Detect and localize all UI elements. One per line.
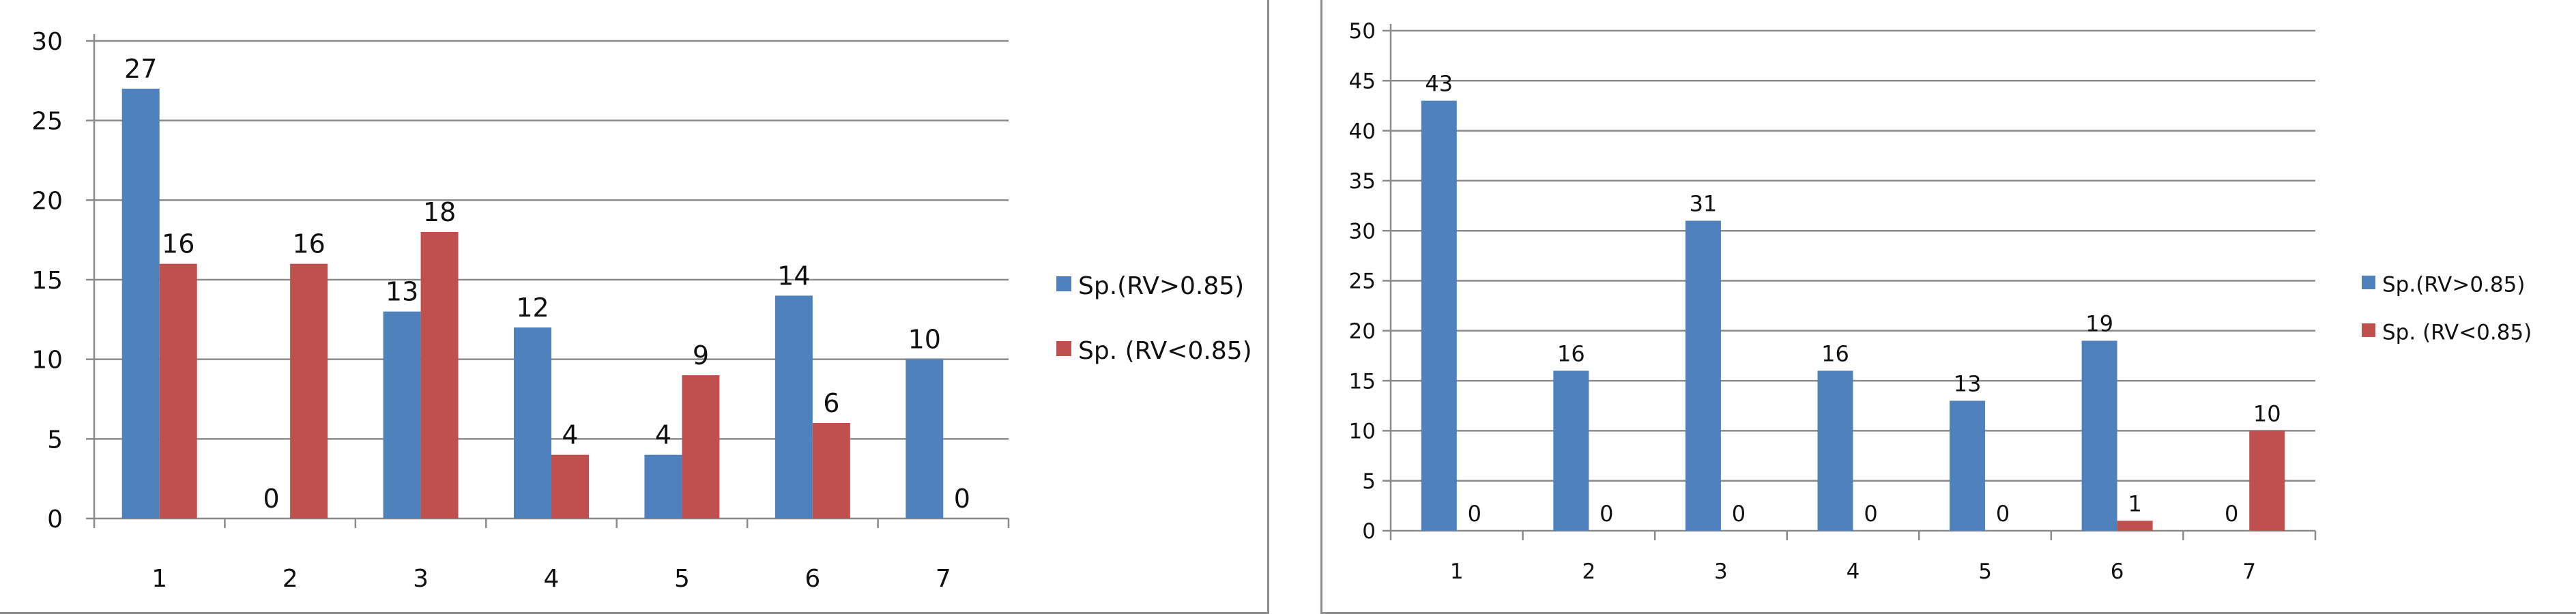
right-y-tick-label: 50 <box>1349 19 1376 44</box>
left-legend-swatch-2 <box>1056 341 1071 356</box>
right-data-label-series1-cat5: 13 <box>1954 370 1982 396</box>
right-x-tick-label: 4 <box>1847 559 1860 584</box>
right-data-label-series1-cat2: 16 <box>1557 340 1585 366</box>
right-bar-series2-cat6 <box>2117 521 2153 531</box>
left-x-tick-label: 7 <box>936 565 951 593</box>
left-data-label-series1-cat4: 12 <box>516 293 549 323</box>
left-bar-series1-cat5 <box>644 454 682 518</box>
left-legend-swatch-1 <box>1056 276 1071 291</box>
left-y-tick-label: 10 <box>31 347 63 375</box>
right-x-tick-label: 1 <box>1450 559 1464 584</box>
right-x-tick-label: 7 <box>2242 559 2256 584</box>
right-y-tick-label: 20 <box>1349 319 1376 344</box>
right-data-label-series2-cat3: 0 <box>1732 501 1746 527</box>
left-bar-series1-cat6 <box>775 295 813 518</box>
left-data-label-series2-cat7: 0 <box>954 484 970 514</box>
left-y-tick-label: 20 <box>31 187 63 215</box>
left-data-label-series2-cat5: 9 <box>693 340 709 370</box>
left-bar-series1-cat4 <box>514 327 551 518</box>
left-y-tick-label: 15 <box>31 267 63 295</box>
right-bar-series2-cat7 <box>2249 430 2285 531</box>
right-y-tick-label: 45 <box>1349 69 1376 93</box>
left-legend-label-2: Sp. (RV<0.85) <box>1078 337 1252 365</box>
right-y-tick-label: 25 <box>1349 269 1376 294</box>
left-data-label-series1-cat6: 14 <box>777 261 810 291</box>
left-y-tick-label: 30 <box>31 28 63 56</box>
left-x-tick-label: 1 <box>151 565 167 593</box>
right-data-label-series1-cat3: 31 <box>1690 191 1718 217</box>
left-data-label-series1-cat2: 0 <box>263 484 280 514</box>
left-data-label-series1-cat5: 4 <box>655 420 671 450</box>
left-data-label-series1-cat1: 27 <box>124 54 157 84</box>
right-data-label-series2-cat7: 10 <box>2253 400 2281 426</box>
chart-panel-left: 0 5 10 15 20 25 30 1 2 3 4 5 6 7 27 0 13 12 4 14 10 16 16 18 4 9 6… <box>0 0 1269 614</box>
right-bar-series1-cat2 <box>1553 370 1589 531</box>
right-data-label-series1-cat4: 16 <box>1821 340 1849 366</box>
left-data-label-series2-cat2: 16 <box>292 229 325 259</box>
left-data-label-series2-cat1: 16 <box>162 229 194 259</box>
left-data-label-series2-cat6: 6 <box>823 388 839 418</box>
left-data-label-series1-cat7: 10 <box>908 325 941 355</box>
right-bar-series1-cat6 <box>2081 340 2117 531</box>
left-y-tick-label: 25 <box>31 108 63 136</box>
right-x-tick-label: 2 <box>1582 559 1595 584</box>
right-y-tick-label: 35 <box>1349 169 1376 194</box>
left-bar-series2-cat5 <box>682 375 720 518</box>
left-y-tick-label: 5 <box>47 426 63 454</box>
right-bar-series1-cat1 <box>1421 100 1457 531</box>
right-data-label-series2-cat5: 0 <box>1996 501 2010 527</box>
left-bar-series1-cat7 <box>906 359 944 518</box>
right-legend-label-1: Sp.(RV>0.85) <box>2382 272 2525 297</box>
left-data-label-series1-cat3: 13 <box>386 277 418 307</box>
left-bar-series2-cat6 <box>812 423 850 518</box>
right-bar-series1-cat3 <box>1685 220 1721 531</box>
right-data-label-series2-cat6: 1 <box>2128 491 2141 516</box>
left-bar-series2-cat3 <box>420 232 459 518</box>
right-legend-swatch-1 <box>2362 276 2375 289</box>
chart-panel-right: 0 5 10 15 20 25 30 35 40 45 50 1 2 3 4 5 6 7 43 16 31 16 13 19 0… <box>1320 0 2576 614</box>
left-bar-series1-cat1 <box>121 89 160 518</box>
left-y-tick-label: 0 <box>47 506 63 533</box>
left-bar-series2-cat1 <box>159 263 197 518</box>
right-data-label-series1-cat6: 19 <box>2085 310 2113 336</box>
left-data-label-series2-cat4: 4 <box>562 420 578 450</box>
right-y-tick-label: 40 <box>1349 119 1376 144</box>
left-legend-label-1: Sp.(RV>0.85) <box>1078 272 1244 300</box>
right-legend-label-2: Sp. (RV<0.85) <box>2382 320 2532 345</box>
left-bar-series2-cat2 <box>290 263 328 518</box>
left-x-tick-label: 4 <box>544 565 560 593</box>
left-x-tick-label: 2 <box>283 565 298 593</box>
right-y-tick-label: 15 <box>1349 369 1376 394</box>
right-data-label-series2-cat1: 0 <box>1468 501 1481 527</box>
right-data-label-series2-cat2: 0 <box>1600 501 1613 527</box>
right-data-label-series2-cat4: 0 <box>1864 501 1877 527</box>
right-data-label-series1-cat7: 0 <box>2225 501 2238 527</box>
right-y-tick-label: 5 <box>1362 469 1376 494</box>
right-data-label-series1-cat1: 43 <box>1425 71 1453 97</box>
right-bar-series1-cat5 <box>1950 400 1986 531</box>
left-bar-series1-cat3 <box>383 311 421 518</box>
left-x-tick-label: 5 <box>674 565 690 593</box>
left-x-tick-label: 3 <box>413 565 429 593</box>
left-data-label-series2-cat3: 18 <box>423 197 456 227</box>
right-y-tick-label: 0 <box>1362 519 1376 544</box>
right-y-tick-label: 10 <box>1349 420 1376 444</box>
right-bar-series1-cat4 <box>1817 370 1853 531</box>
right-x-tick-label: 5 <box>1978 559 1992 584</box>
left-bar-series2-cat4 <box>551 454 589 518</box>
right-x-tick-label: 3 <box>1714 559 1728 584</box>
right-legend-swatch-2 <box>2362 323 2375 337</box>
left-x-tick-label: 6 <box>805 565 820 593</box>
right-y-tick-label: 30 <box>1349 219 1376 244</box>
right-x-tick-label: 6 <box>2111 559 2124 584</box>
